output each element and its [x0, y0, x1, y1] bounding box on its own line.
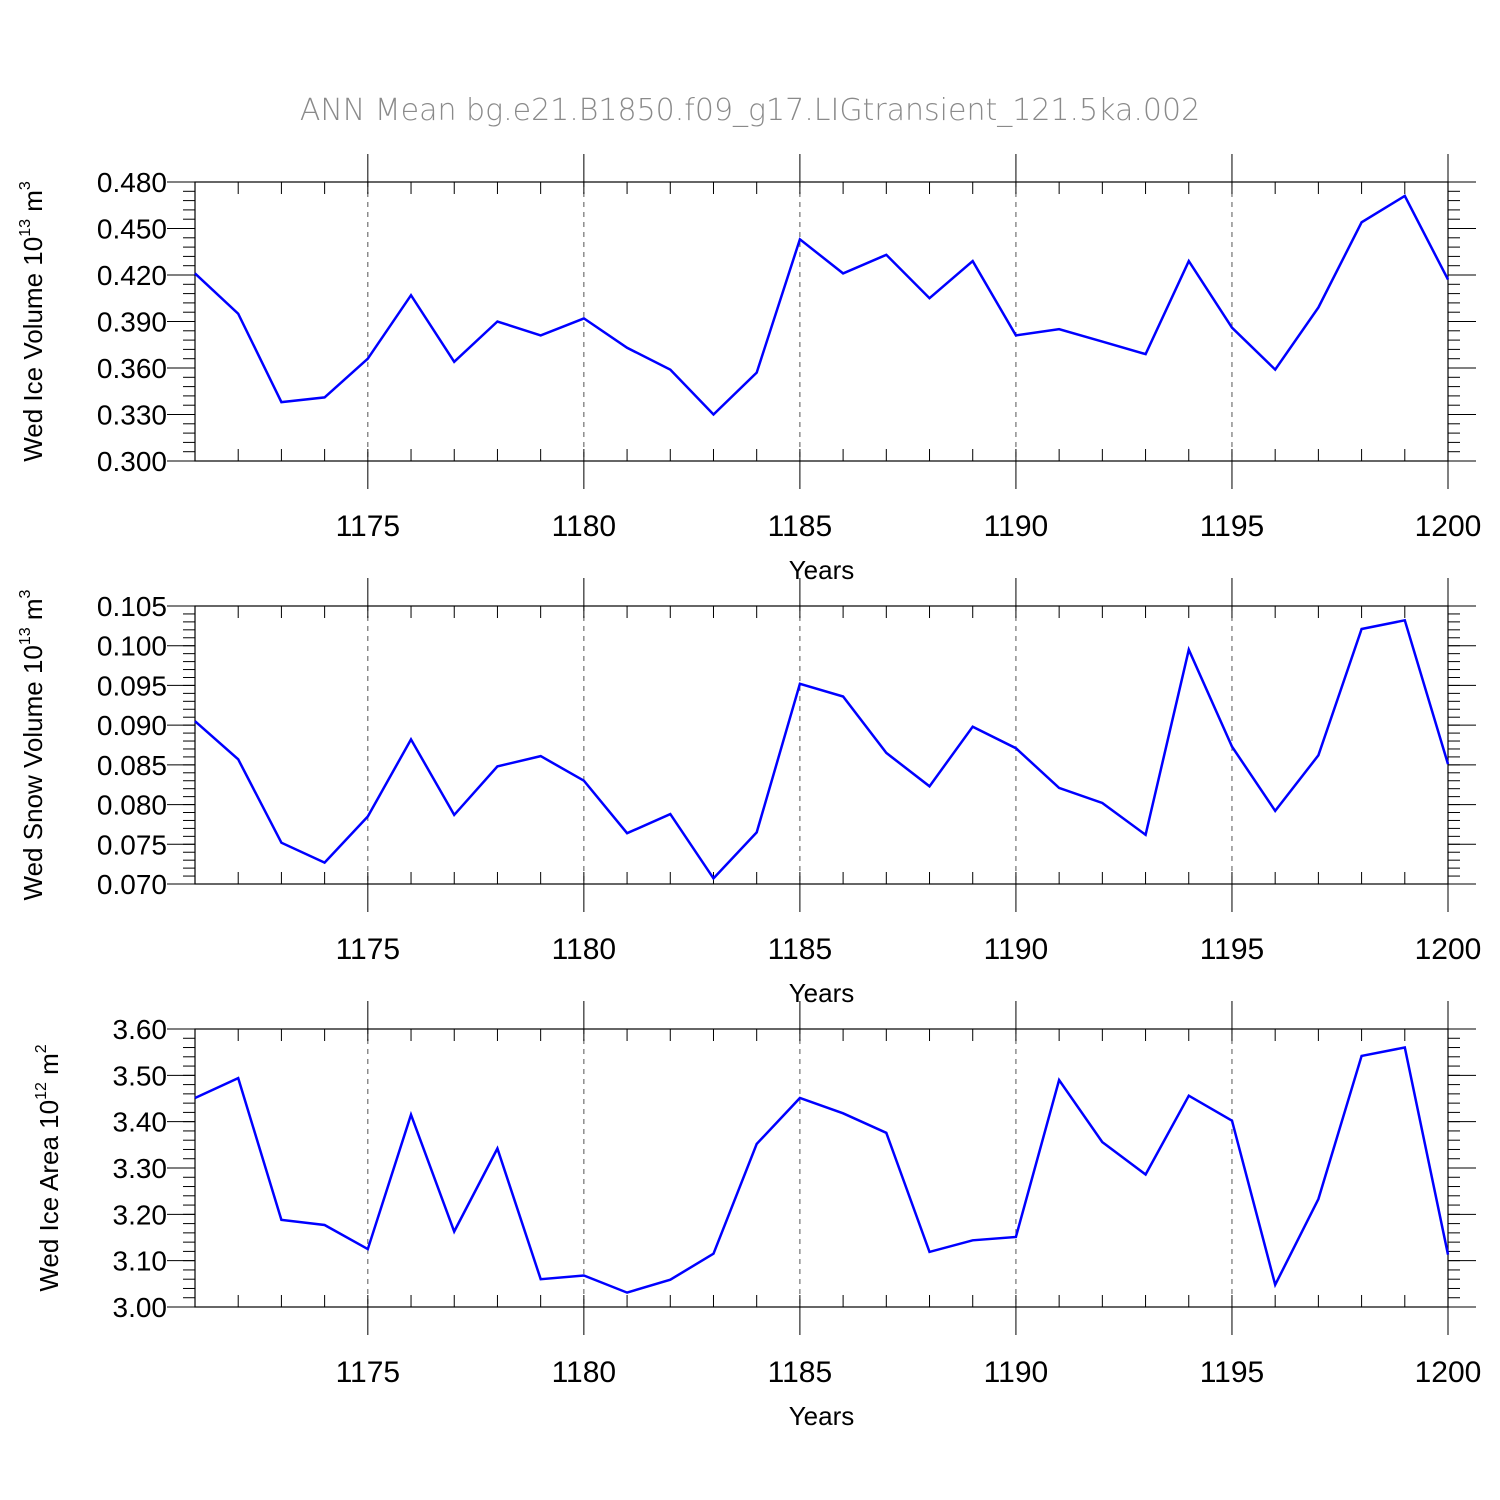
- x-tick-label: 1175: [336, 933, 401, 966]
- y-tick-label: 3.60: [113, 1014, 168, 1045]
- y-tick-label: 0.450: [97, 214, 167, 245]
- y-axis-title: Wed Ice Volume 1013 m3: [17, 181, 48, 462]
- y-tick-label: 0.070: [97, 869, 167, 900]
- y-axis-title: Wed Snow Volume 1013 m3: [17, 589, 48, 900]
- x-tick-label: 1180: [552, 933, 617, 966]
- y-tick-label: 0.100: [97, 631, 167, 662]
- y-tick-label: 0.090: [97, 710, 167, 741]
- x-tick-label: 1185: [768, 510, 833, 543]
- y-tick-label: 0.075: [97, 829, 167, 860]
- x-tick-label: 1195: [1200, 510, 1265, 543]
- y-tick-label: 3.40: [113, 1107, 168, 1138]
- x-axis-title: Years: [789, 978, 855, 1008]
- series-line: [194, 1046, 1450, 1294]
- x-tick-label: 1190: [984, 510, 1049, 543]
- x-tick-label: 1185: [768, 1356, 833, 1389]
- y-tick-label: 3.30: [113, 1153, 168, 1184]
- x-tick-label: 1195: [1200, 933, 1265, 966]
- y-tick-label: 0.105: [97, 591, 167, 622]
- y-tick-label: 0.480: [97, 167, 167, 198]
- series-line: [194, 618, 1450, 881]
- plot-frame: [194, 605, 1449, 885]
- x-axis-title: Years: [789, 1401, 855, 1431]
- y-tick-label: 0.095: [97, 670, 167, 701]
- y-tick-label: 0.300: [97, 446, 167, 477]
- x-tick-label: 1180: [552, 1356, 617, 1389]
- y-tick-label: 0.080: [97, 790, 167, 821]
- panel-3: 3.00 3.10 3.20 3.30 3.40 3.50 3.60 1175 1180 1185…: [33, 1001, 1481, 1431]
- y-tick-label: 3.10: [113, 1246, 168, 1277]
- y-tick-label: 3.20: [113, 1199, 168, 1230]
- x-tick-label: 1200: [1415, 933, 1482, 966]
- panel-2: 0.070 0.075 0.080 0.085 0.090 0.095 0.100 0.105…: [17, 578, 1481, 1008]
- x-tick-label: 1200: [1415, 1356, 1482, 1389]
- panels: 0.300 0.330 0.360 0.390 0.420 0.450 0.480 1175 1…: [17, 154, 1481, 1431]
- y-tick-label: 0.085: [97, 750, 167, 781]
- plot-frame: [194, 181, 1449, 462]
- figure-title: ANN Mean bg.e21.B1850.f09_g17.LIGtransie…: [300, 93, 1200, 128]
- plot-frame: [194, 1028, 1449, 1308]
- x-tick-label: 1190: [984, 1356, 1049, 1389]
- x-tick-label: 1175: [336, 510, 401, 543]
- y-tick-label: 3.50: [113, 1060, 168, 1091]
- panel-1: 0.300 0.330 0.360 0.390 0.420 0.450 0.480 1175 1…: [17, 154, 1481, 585]
- x-tick-label: 1200: [1415, 510, 1482, 543]
- x-tick-label: 1195: [1200, 1356, 1265, 1389]
- series-line: [194, 194, 1450, 417]
- y-tick-label: 0.360: [97, 353, 167, 384]
- x-tick-label: 1185: [768, 933, 833, 966]
- y-tick-label: 0.420: [97, 260, 167, 291]
- x-tick-label: 1190: [984, 933, 1049, 966]
- x-axis-title: Years: [789, 555, 855, 585]
- y-tick-label: 3.00: [113, 1292, 168, 1323]
- y-tick-label: 0.330: [97, 400, 167, 431]
- x-tick-label: 1180: [552, 510, 617, 543]
- y-axis-title: Wed Ice Area 1012 m2: [33, 1044, 64, 1291]
- x-tick-label: 1175: [336, 1356, 401, 1389]
- y-tick-label: 0.390: [97, 307, 167, 338]
